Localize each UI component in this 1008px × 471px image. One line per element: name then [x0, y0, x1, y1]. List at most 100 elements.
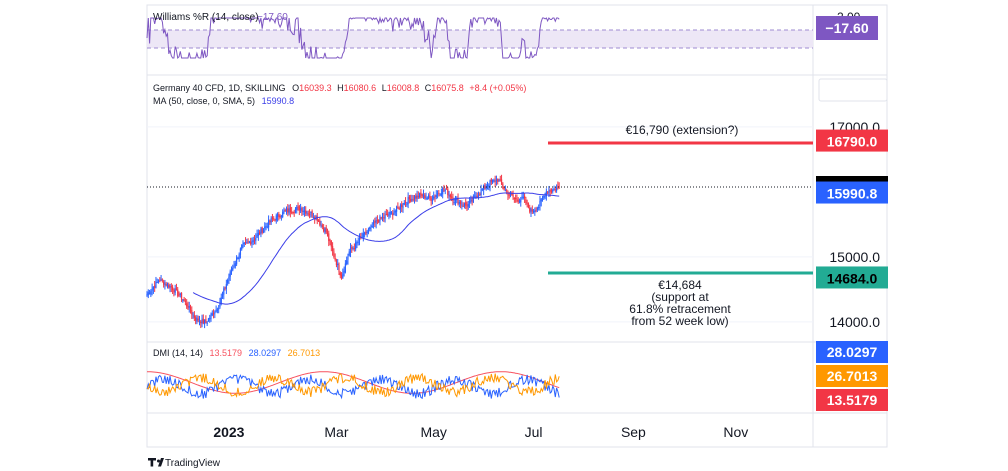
candle-body: [316, 216, 318, 221]
candle-body: [206, 322, 208, 325]
candle-body: [421, 194, 423, 197]
candle-body: [413, 196, 416, 199]
candle-body: [417, 196, 419, 198]
candle-body: [426, 197, 428, 199]
candle-body: [524, 195, 526, 199]
candle-body: [453, 201, 455, 203]
candle-body: [457, 198, 459, 205]
candle-body: [424, 195, 426, 199]
chart-frame: [146, 4, 888, 448]
candle-body: [444, 189, 446, 191]
candle-body: [554, 189, 556, 191]
candle-body: [535, 210, 537, 212]
candle-body: [228, 276, 230, 280]
candle-body: [346, 260, 348, 265]
candle-body: [362, 233, 364, 238]
candle-body: [210, 314, 212, 320]
ma-line: [192, 192, 560, 305]
candle-body: [476, 195, 478, 197]
candle-body: [399, 205, 402, 209]
candle-body: [513, 197, 515, 199]
candle-body: [264, 226, 266, 229]
candle-body: [388, 215, 390, 217]
candle-body: [311, 210, 313, 217]
candle-body: [463, 203, 466, 207]
candle-body: [169, 286, 171, 288]
candle-body: [248, 241, 250, 243]
candle-body: [274, 219, 276, 221]
candle-body: [273, 218, 275, 220]
candle-body: [556, 187, 558, 191]
candle-body: [186, 303, 188, 307]
candle-body: [508, 194, 510, 196]
candle-body: [352, 247, 354, 249]
candle-body: [381, 217, 384, 219]
candle-body: [241, 245, 243, 250]
candle-body: [543, 196, 545, 198]
candle-body: [161, 279, 163, 281]
candle-body: [338, 265, 340, 272]
candle-body: [237, 258, 239, 260]
candle-body: [410, 198, 412, 202]
candle-body: [165, 284, 167, 286]
candle-body: [189, 306, 192, 312]
candle-body: [159, 280, 161, 282]
support-annotation-line-2: (support at: [651, 290, 709, 304]
candle-body: [539, 200, 541, 207]
candle-body: [177, 289, 179, 296]
candle-body: [302, 210, 304, 213]
candle-body: [408, 196, 410, 200]
candle-body: [479, 193, 481, 195]
candle-body: [314, 217, 316, 219]
candle-body: [282, 211, 284, 218]
dmi-badge: [816, 389, 888, 411]
candle-body: [412, 199, 414, 201]
candle-body: [443, 187, 445, 189]
candle-body: [454, 199, 457, 202]
candle-body: [467, 204, 469, 207]
candle-body: [250, 241, 252, 245]
candle-body: [380, 217, 382, 219]
candle-body: [461, 204, 463, 206]
candle-body: [183, 299, 185, 301]
candle-body: [550, 191, 553, 193]
support-annotation-line-4: from 52 week low): [631, 314, 728, 328]
candle-body: [374, 220, 376, 223]
time-axis-label: Nov: [723, 424, 748, 440]
candle-body: [340, 275, 343, 279]
candle-body: [280, 215, 282, 217]
candle-body: [324, 228, 326, 233]
candle-body: [205, 318, 207, 323]
candle-body: [291, 211, 293, 213]
candle-body: [276, 213, 279, 217]
candle-body: [407, 197, 409, 205]
candle-body: [200, 321, 202, 324]
candle-body: [475, 196, 477, 198]
candle-body: [242, 243, 244, 247]
tradingview-logo[interactable]: TradingView: [147, 458, 221, 469]
candle-body: [351, 247, 353, 249]
candle-body: [223, 288, 225, 295]
candle-body: [495, 179, 498, 181]
candle-body: [366, 231, 368, 233]
candle-body: [269, 221, 271, 223]
candle-body: [378, 219, 380, 223]
tv-logo-icon: [147, 458, 156, 467]
candle-body: [371, 225, 373, 227]
candle-body: [456, 198, 458, 200]
time-axis: 2023 Mar May Jul Sep Nov: [213, 424, 748, 440]
candle-body: [520, 199, 522, 203]
candle-body: [151, 288, 153, 291]
price-badge-label: 16790.0: [827, 134, 878, 150]
candle-body: [357, 241, 359, 243]
candle-body: [232, 268, 234, 271]
candle-body: [246, 242, 248, 244]
candle-body: [160, 278, 162, 281]
candle-body: [220, 297, 222, 304]
candle-body: [376, 220, 378, 222]
candle-body: [320, 224, 322, 226]
candle-body: [344, 263, 346, 273]
candle-body: [306, 212, 308, 214]
candle-body: [202, 318, 204, 324]
settings-box[interactable]: [818, 78, 888, 102]
